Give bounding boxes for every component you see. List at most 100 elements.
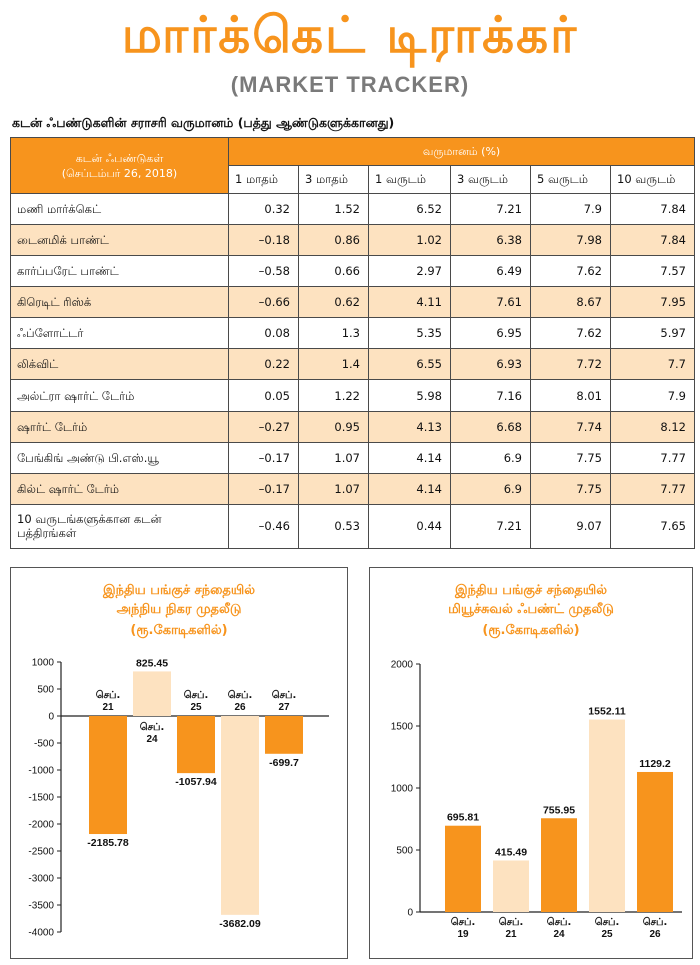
return-value-cell: 0.66 [298,255,369,288]
category-label: 21 [505,929,517,940]
return-value-cell: 7.62 [530,317,611,350]
return-value-cell: 7.75 [530,472,611,505]
bar-value-label: -3682.09 [219,918,261,930]
return-value-cell: 5.97 [610,317,695,350]
return-value-cell: 4.14 [368,472,451,505]
bar [177,716,215,774]
return-value-cell: 6.52 [368,192,451,226]
period-header: 3 மாதம் [298,165,369,194]
fund-name-cell: கிரெடிட் ரிஸ்க் [10,286,229,319]
category-label: செப். [499,916,524,928]
return-value-cell: –0.58 [228,255,299,288]
return-value-cell: 6.38 [450,224,531,257]
bar-value-label: -699.7 [269,757,299,769]
return-value-cell: 4.14 [368,441,451,474]
return-value-cell: –0.66 [228,286,299,319]
return-value-cell: 5.35 [368,317,451,350]
return-value-cell: 1.07 [298,441,369,474]
fund-name-cell: கார்ப்பரேட் பாண்ட் [10,255,229,288]
returns-group-header: வருமானம் (%) [228,137,695,166]
category-label: செப். [184,689,209,701]
return-value-cell: 7.9 [530,192,611,226]
return-value-cell: 0.08 [228,317,299,350]
return-value-cell: 7.16 [450,379,531,412]
return-value-cell: 7.98 [530,224,611,257]
fund-name-cell: டைனமிக் பாண்ட் [10,224,229,257]
bar [89,716,127,835]
bar-value-label: -2185.78 [87,837,129,849]
fund-name-cell: அல்ட்ரா ஷார்ட் டேர்ம் [10,379,229,412]
table-row: ஷார்ட் டேர்ம் –0.27 0.95 4.13 6.68 7.74 8.12 [10,410,695,443]
return-value-cell: 1.4 [298,348,369,381]
y-tick-label: -4000 [28,928,54,939]
table-row: அல்ட்ரா ஷார்ட் டேர்ம் 0.05 1.22 5.98 7.16 8.0… [10,379,695,412]
period-header: 1 வருடம் [368,165,451,194]
return-value-cell: 1.22 [298,379,369,412]
return-value-cell: 0.86 [298,224,369,257]
return-value-cell: 7.57 [610,255,695,288]
mf-bar-chart: 2000150010005000695.81செப்.19415.49செப்.… [391,660,682,940]
fund-name-cell: லிக்விட் [10,348,229,381]
return-value-cell: 5.98 [368,379,451,412]
return-value-cell: 6.93 [450,348,531,381]
table-row: மணி மார்க்கெட் 0.32 1.52 6.52 7.21 7.9 7.84 [10,192,695,226]
fund-name-line: பத்திரங்கள் [17,526,77,541]
category-label: 25 [601,929,613,940]
return-value-cell: 2.97 [368,255,451,288]
return-value-cell: 9.07 [530,503,611,550]
bar [265,716,303,754]
return-value-cell: 7.21 [450,192,531,226]
fund-name-cell: ஃப்ளோட்டர் [10,317,229,350]
category-label: செப். [547,916,572,928]
return-value-cell: 6.68 [450,410,531,443]
y-tick-label: 2000 [391,660,414,671]
y-tick-label: -3500 [28,901,54,912]
bar [493,860,529,912]
chart-title-unit: (ரூ.கோடிகளில்) [130,623,228,638]
fund-name-line: 10 வருடங்களுக்கான கடன் [17,512,162,527]
return-value-cell: 0.22 [228,348,299,381]
return-value-cell: 1.02 [368,224,451,257]
return-value-cell: –0.18 [228,224,299,257]
table-row: கில்ட் ஷார்ட் டேர்ம் –0.17 1.07 4.14 6.9 7.75… [10,472,695,505]
y-tick-label: -1500 [28,793,54,804]
category-label: 19 [457,929,469,940]
return-value-cell: 1.52 [298,192,369,226]
period-header: 1 மாதம் [228,165,299,194]
return-value-cell: 7.77 [610,441,695,474]
return-value-cell: –0.27 [228,410,299,443]
return-value-cell: 7.9 [610,379,695,412]
return-value-cell: 7.62 [530,255,611,288]
return-value-cell: 7.95 [610,286,695,319]
y-tick-label: 1000 [32,658,55,669]
return-value-cell: 7.7 [610,348,695,381]
table-row: கிரெடிட் ரிஸ்க் –0.66 0.62 4.11 7.61 8.67 7.95 [10,286,695,319]
return-value-cell: 7.61 [450,286,531,319]
period-header: 10 வருடம் [610,165,695,194]
return-value-cell: 4.13 [368,410,451,443]
bar-value-label: 695.81 [447,812,479,824]
fund-name-cell: கில்ட் ஷார்ட் டேர்ம் [10,472,229,505]
return-value-cell: 6.95 [450,317,531,350]
category-label: செப். [451,916,476,928]
chart-title-line1: இந்திய பங்குச் சந்தையில் [102,583,255,598]
return-value-cell: 8.67 [530,286,611,319]
return-value-cell: 7.75 [530,441,611,474]
bar-value-label: 415.49 [495,846,527,858]
bar [541,818,577,912]
return-value-cell: 7.84 [610,224,695,257]
category-label: செப். [228,689,253,701]
fund-name-cell: பேங்கிங் அண்டு பி.எஸ்.யூ [10,441,229,474]
category-label: செப். [595,916,620,928]
page-subtitle: (MARKET TRACKER) [230,72,470,97]
return-value-cell: 8.12 [610,410,695,443]
return-value-cell: 0.05 [228,379,299,412]
category-label: செப். [96,689,121,701]
return-value-cell: 6.55 [368,348,451,381]
fund-name-cell: ஷார்ட் டேர்ம் [10,410,229,443]
return-value-cell: 0.44 [368,503,451,550]
chart-title-line1: இந்திய பங்குச் சந்தையில் [454,583,607,598]
y-tick-label: -2500 [28,847,54,858]
bar [133,671,171,716]
y-tick-label: 0 [48,712,54,723]
